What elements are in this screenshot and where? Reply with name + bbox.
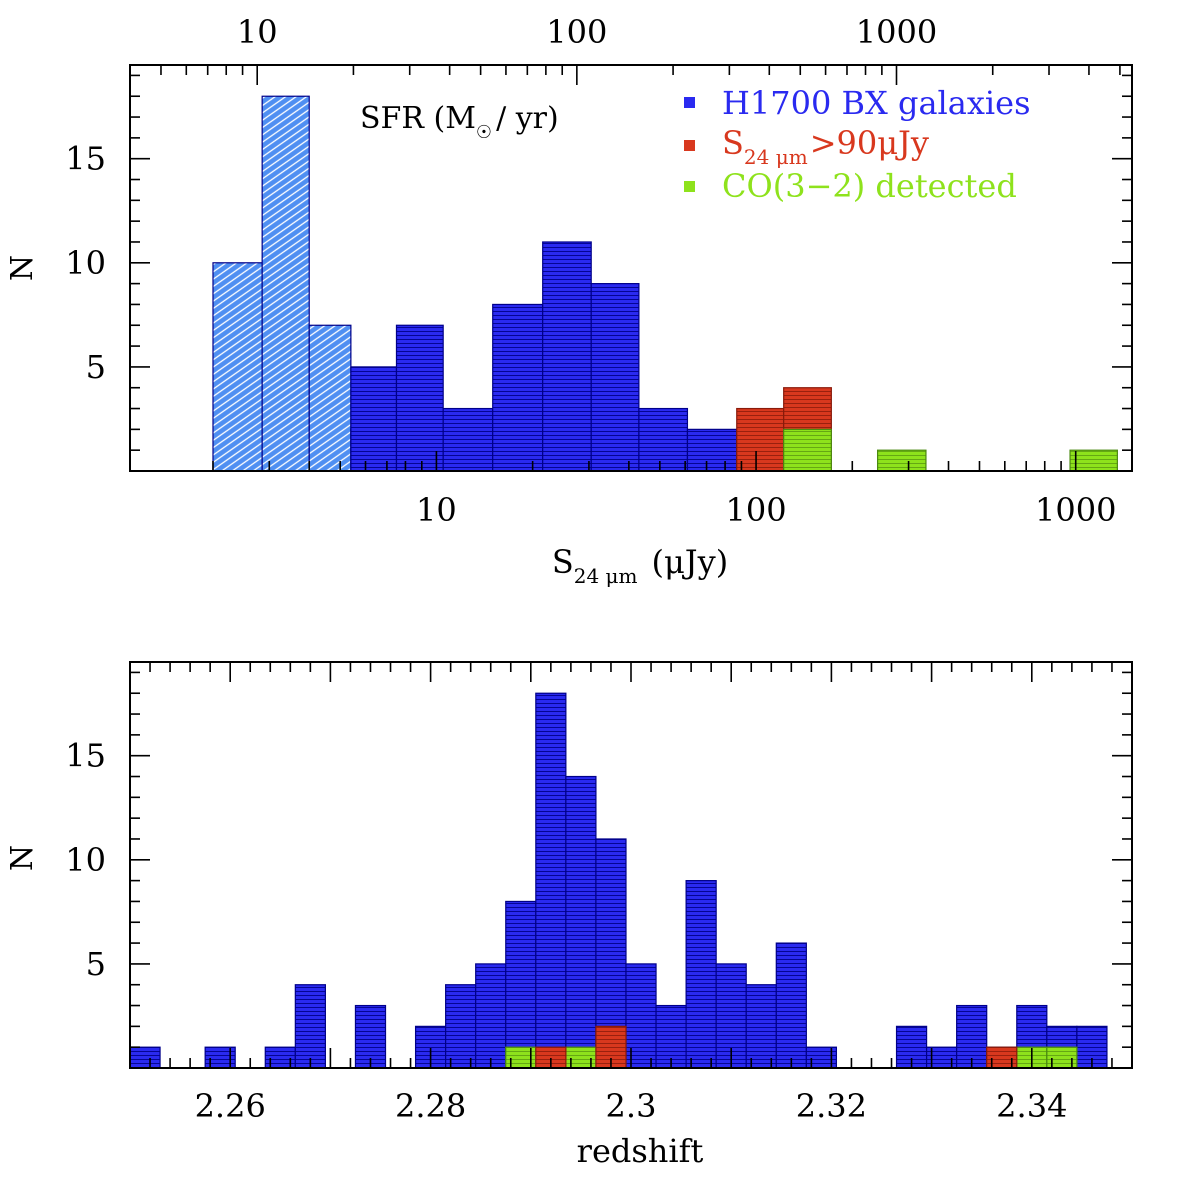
top-xlabel-main: S [552, 543, 574, 581]
top-tick-labels: 10 100 1000 10 100 1000 5 10 15 [65, 13, 1116, 529]
bottom-plot-frame [129, 661, 1133, 1069]
top-bar-red-0 [736, 407, 785, 472]
legend-swatch-blue [684, 97, 695, 108]
bottom-xtick-label: 2.34 [996, 1087, 1067, 1125]
top-sfr-tick-label: 1000 [856, 13, 937, 51]
bottom-histogram-bars [129, 692, 1108, 1069]
legend-label-green: CO(3−2) detected [722, 167, 1017, 205]
top-sfr-tick-label: 100 [546, 13, 607, 51]
bottom-bar-blue-0 [129, 1046, 161, 1069]
bottom-bar-blue-10 [565, 775, 597, 1069]
top-bar-blue-0 [350, 366, 398, 472]
top-bar-lightblue-2 [308, 324, 352, 472]
top-plot-frame [129, 64, 1133, 472]
top-histogram-bars [212, 95, 1118, 472]
bottom-bar-blue-4 [354, 1004, 387, 1069]
top-bar-lightblue-1 [261, 95, 310, 472]
top-xlabel-unit: (μJy) [652, 543, 729, 581]
bottom-ytick-label: 15 [65, 737, 106, 775]
bottom-bar-blue-7 [475, 963, 507, 1069]
bottom-bar-blue-17 [775, 942, 807, 1069]
top-ytick-label: 15 [65, 140, 106, 178]
bottom-bar-blue-6 [445, 984, 477, 1069]
legend-label-blue: H1700 BX galaxies [722, 84, 1031, 122]
bottom-bar-blue-14 [685, 880, 717, 1069]
top-sfr-tick-label: 10 [237, 13, 278, 51]
legend-swatch-red [684, 140, 695, 151]
top-bar-green-0 [783, 428, 832, 472]
bottom-bar-blue-9 [535, 692, 567, 1069]
bottom-xlabel: redshift [577, 1132, 704, 1170]
bottom-tick-labels: 2.26 2.28 2.3 2.32 2.34 5 10 15 [65, 737, 1067, 1125]
bottom-xtick-label: 2.28 [395, 1087, 466, 1125]
top-xtick-label: 10 [416, 491, 457, 529]
bottom-xtick-label: 2.26 [195, 1087, 266, 1125]
legend-red-tail: >90μJy [810, 124, 929, 162]
bottom-bar-blue-21 [956, 1004, 988, 1069]
top-bar-blue-2 [442, 407, 494, 472]
bottom-xtick-label: 2.32 [796, 1087, 867, 1125]
bottom-xtick-label: 2.3 [606, 1087, 657, 1125]
sfr-label-tail: / yr) [496, 101, 559, 136]
top-bar-blue-6 [638, 407, 689, 472]
legend-swatch-green [684, 181, 695, 192]
bottom-ytick-label: 10 [65, 841, 106, 879]
legend: H1700 BX galaxies S24 μm>90μJy CO(3−2) d… [684, 84, 1031, 205]
bottom-bar-blue-16 [745, 984, 777, 1069]
top-bar-lightblue-0 [212, 262, 263, 472]
legend-red-sub: 24 μm [744, 145, 808, 169]
top-ytick-label: 10 [65, 244, 106, 282]
top-bar-green-2 [1069, 449, 1118, 472]
bottom-bar-blue-8 [505, 900, 537, 1069]
top-ylabel: N [5, 255, 40, 281]
top-xlabel-sub: 24 μm [574, 564, 638, 588]
sfr-label-main: SFR (M [360, 101, 476, 136]
top-xtick-label: 1000 [1035, 491, 1116, 529]
top-xtick-label: 100 [726, 491, 787, 529]
top-bar-blue-4 [542, 241, 592, 472]
sfr-axis-label: SFR (M☉ / yr) [360, 101, 559, 143]
bottom-panel: 2.26 2.28 2.3 2.32 2.34 5 10 15 N redshift [5, 661, 1133, 1170]
top-axis-ticks [129, 65, 1132, 471]
legend-label-red: S24 μm>90μJy [722, 124, 929, 169]
top-bar-blue-7 [686, 428, 738, 472]
top-xlabel: S24 μm (μJy) [552, 543, 728, 588]
bottom-ytick-label: 5 [86, 945, 106, 983]
top-bar-blue-5 [590, 283, 640, 472]
legend-red-main: S [722, 124, 744, 162]
top-ytick-label: 5 [86, 348, 106, 386]
bottom-bar-blue-3 [294, 984, 326, 1069]
bottom-ylabel: N [5, 845, 40, 871]
top-bar-blue-1 [395, 324, 444, 472]
top-bar-green-1 [876, 449, 927, 472]
sfr-label-sun: ☉ [476, 122, 492, 143]
top-bar-blue-3 [492, 303, 544, 472]
